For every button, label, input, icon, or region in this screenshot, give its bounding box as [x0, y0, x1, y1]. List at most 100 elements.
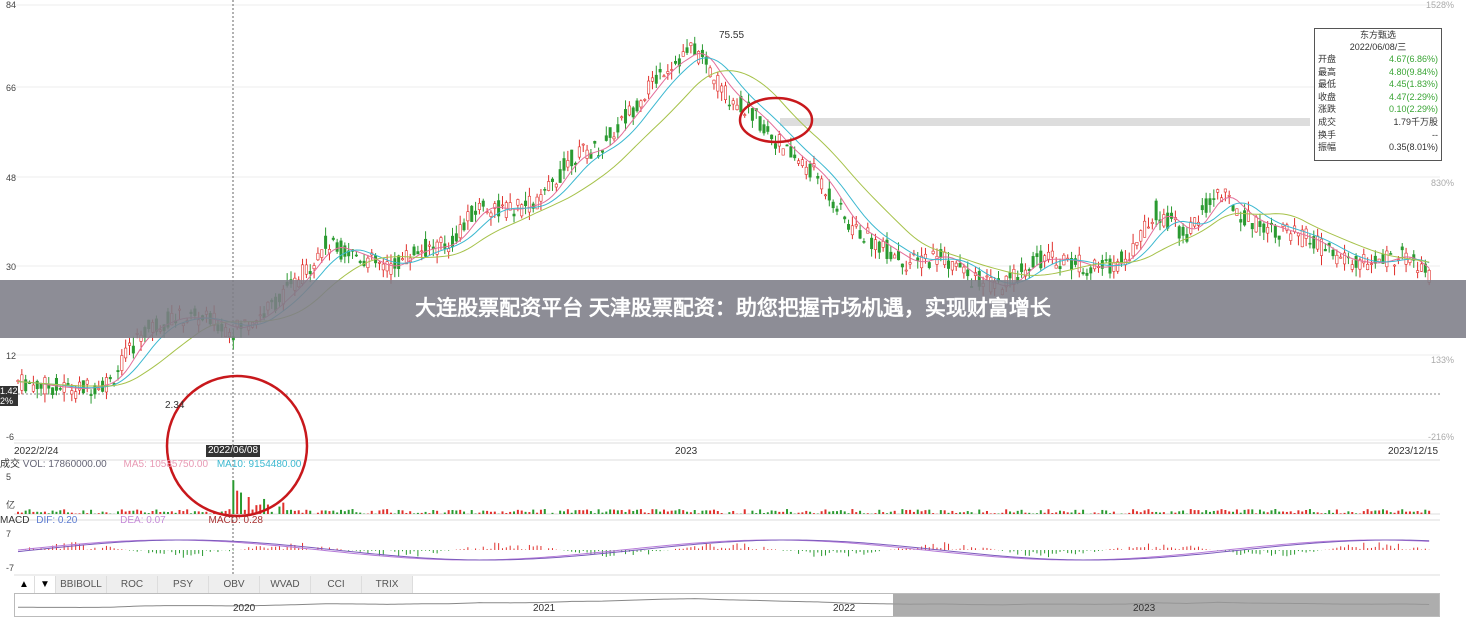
navigator-selection[interactable] [893, 594, 1439, 616]
candle [827, 188, 831, 201]
tab-cci[interactable]: CCI [311, 576, 362, 593]
candle [1250, 223, 1254, 230]
candle [581, 143, 585, 146]
info-value: -- [1432, 129, 1438, 140]
tab-bbiboll[interactable]: BBIBOLL [56, 576, 107, 593]
volume-bar [632, 511, 635, 514]
tab-psy[interactable]: PSY [158, 576, 209, 593]
volume-bar [532, 509, 535, 514]
volume-bar [524, 511, 527, 514]
info-value: 0.35(8.01%) [1388, 142, 1438, 153]
volume-bar [705, 510, 708, 514]
volume-bar [689, 512, 692, 514]
candle [524, 200, 528, 207]
volume-bar [140, 510, 143, 514]
volume-bar [1312, 512, 1315, 514]
tab-trix[interactable]: TRIX [362, 576, 413, 593]
candle [20, 374, 24, 391]
candle [558, 169, 562, 183]
candle [539, 194, 543, 202]
candle [535, 196, 539, 210]
candle [893, 254, 897, 259]
volume-bar [332, 510, 335, 514]
volume-bar [305, 509, 308, 514]
candle [1243, 210, 1247, 226]
volume-bar [882, 512, 885, 514]
candle [43, 377, 47, 395]
volume-bar [339, 509, 342, 514]
tab-roc[interactable]: ROC [107, 576, 158, 593]
candle [624, 109, 628, 124]
candle [420, 250, 424, 253]
volume-bar [1143, 510, 1146, 514]
candle [304, 264, 308, 275]
volume-bar [932, 513, 935, 514]
candle [931, 250, 935, 254]
volume-bar [20, 512, 23, 514]
candle [116, 370, 120, 372]
candle [1323, 248, 1327, 252]
volume-bar [316, 512, 319, 514]
candle [670, 69, 674, 71]
candle [1273, 225, 1277, 238]
macd-label: MACD [0, 515, 30, 526]
volume-bar [1228, 511, 1231, 514]
candle [1239, 219, 1243, 223]
candle [74, 391, 78, 399]
volume-bar [240, 492, 243, 514]
volume-bar [1193, 510, 1196, 514]
info-row: 振幅 0.35(8.01%) [1315, 141, 1441, 154]
x-tick: 2023 [675, 446, 698, 457]
macd-value: MACD: 0.28 [208, 515, 263, 526]
candle [124, 347, 128, 359]
scroll-down-button[interactable]: ▼ [35, 576, 56, 593]
volume-bar [962, 512, 965, 514]
annotation-circle [738, 96, 814, 144]
y-tick: 30 [6, 262, 17, 272]
candle [397, 255, 401, 270]
volume-bar [255, 505, 258, 514]
candle [577, 146, 581, 158]
y-tick: 12 [6, 351, 17, 361]
candle [570, 149, 574, 167]
volume-bar [1182, 510, 1185, 514]
volume-bar [1351, 512, 1354, 514]
candle [493, 203, 497, 209]
volume-label: 成交 [0, 459, 20, 470]
volume-bar [616, 510, 619, 514]
candle [708, 67, 712, 78]
volume-bar [1362, 511, 1365, 514]
volume-bar [17, 511, 19, 514]
volume-bar [543, 509, 546, 514]
scroll-up-button[interactable]: ▲ [14, 576, 35, 593]
volume-bar [409, 511, 412, 514]
candle [354, 254, 358, 257]
candle [1316, 235, 1320, 250]
candle [689, 42, 693, 46]
candle [316, 252, 320, 261]
volume-bar [909, 509, 912, 514]
volume-bar [1232, 511, 1235, 514]
candle [1304, 228, 1308, 239]
volume-bar [1070, 512, 1073, 514]
volume-bar [116, 511, 119, 514]
volume-bar [247, 497, 250, 514]
candle [685, 47, 689, 53]
tab-wvad[interactable]: WVAD [260, 576, 311, 593]
volume-bar [778, 511, 781, 514]
candle [1246, 210, 1250, 222]
tab-obv[interactable]: OBV [209, 576, 260, 593]
candle [947, 260, 951, 269]
candle [800, 159, 804, 166]
x-tick: 2023/12/15 [1388, 446, 1439, 457]
candle [958, 262, 962, 268]
candle [1143, 220, 1147, 238]
candle [1170, 212, 1174, 219]
volume-bar [574, 510, 577, 514]
nav-year: 2021 [533, 603, 556, 614]
time-navigator[interactable]: 2020 2021 2022 2023 [14, 593, 1440, 617]
candle [604, 135, 608, 141]
candle [797, 160, 801, 164]
macd-ytick: -7 [6, 563, 15, 573]
candle [889, 251, 893, 260]
